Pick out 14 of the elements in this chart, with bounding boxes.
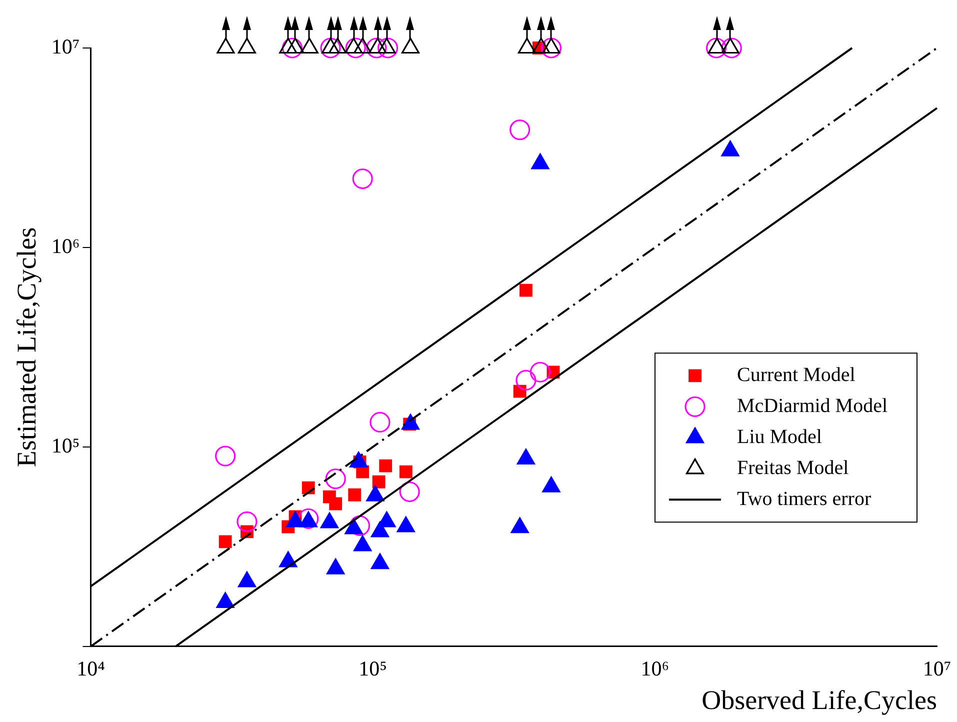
- x-tick-label: 10⁷: [922, 656, 952, 681]
- x-axis-title: Observed Life,Cycles: [702, 684, 937, 715]
- x-tick-label: 10⁶: [640, 656, 670, 681]
- y-tick-label: 10⁶: [51, 234, 80, 258]
- y-tick-label: 10⁷: [51, 34, 80, 59]
- legend-label: McDiarmid Model: [737, 394, 888, 417]
- x-tick-label: 10⁵: [358, 656, 387, 681]
- legend-label: Freitas Model: [737, 456, 850, 479]
- legend-label: Two timers error: [737, 488, 872, 510]
- y-axis-title: Estimated Life,Cycles: [11, 227, 42, 468]
- legend-label: Current Model: [737, 364, 856, 386]
- x-tick-label: 10⁴: [76, 656, 105, 681]
- legend-label: Liu Model: [737, 426, 822, 448]
- y-tick-label: 10⁵: [51, 433, 80, 458]
